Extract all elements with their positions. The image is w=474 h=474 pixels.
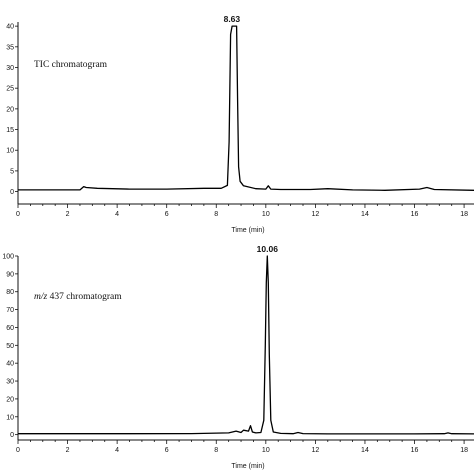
- tic-x-tick-label: 0: [16, 211, 20, 218]
- mz437-x-tick-label: 6: [165, 447, 169, 454]
- mz437-x-tick-label: 8: [214, 447, 218, 454]
- tic-x-tick-label: 4: [115, 211, 119, 218]
- mz437-x-tick-label: 14: [361, 447, 369, 454]
- mz437-x-tick-label: 12: [311, 447, 319, 454]
- tic-y-tick-label: 30: [6, 65, 14, 72]
- tic-x-tick-label: 18: [460, 211, 468, 218]
- mz437-y-tick-label: 20: [6, 396, 14, 403]
- tic-y-tick-label: 25: [6, 86, 14, 93]
- tic-y-tick-label: 20: [6, 106, 14, 113]
- mz437-series-line: [18, 255, 474, 435]
- tic-x-tick-label: 2: [66, 211, 70, 218]
- tic-y-tick-label: 40: [6, 24, 14, 31]
- tic-annotation: TIC chromatogram: [34, 60, 108, 70]
- mz437-y-tick-label: 100: [2, 254, 14, 261]
- mz437-x-tick-label: 10: [262, 447, 270, 454]
- tic-x-tick-label: 16: [411, 211, 419, 218]
- mz437-y-tick-label: 0: [10, 432, 14, 439]
- mz437-x-tick-label: 18: [460, 447, 468, 454]
- mz437-x-tick-label: 16: [411, 447, 419, 454]
- mz437-chromatogram-panel: m/z 437 chromatogram Time (min) 0 2 4 6 8 10 1…: [2, 244, 474, 470]
- tic-x-tick-label: 10: [262, 211, 270, 218]
- mz437-x-tick-label: 2: [66, 447, 70, 454]
- tic-series-line: [18, 25, 474, 191]
- tic-x-axis-title: Time (min): [231, 227, 264, 234]
- tic-y-tick-label: 0: [10, 189, 14, 196]
- tic-y-tick-label: 15: [6, 127, 14, 134]
- tic-x-tick-label: 6: [165, 211, 169, 218]
- tic-y-tick-label: 5: [10, 168, 14, 175]
- mz437-y-tick-label: 80: [6, 289, 14, 296]
- mz437-x-tick-label: 0: [16, 447, 20, 454]
- mz437-x-axis-title: Time (min): [231, 463, 264, 470]
- mz437-y-tick-label: 40: [6, 361, 14, 368]
- mz437-annotation-rest: 437 chromatogram: [47, 292, 122, 302]
- mz437-y-tick-label: 10: [6, 414, 14, 421]
- mz437-y-tick-label: 70: [6, 307, 14, 314]
- tic-x-tick-label: 12: [311, 211, 319, 218]
- mz437-y-tick-label: 60: [6, 325, 14, 332]
- mz437-annotation: m/z 437 chromatogram: [34, 292, 122, 302]
- mz437-annotation-italic: m/z: [34, 292, 48, 302]
- tic-chromatogram-panel: TIC chromatogram Time (min) 0 2 4 6 8 10 12 14 1…: [6, 14, 474, 234]
- mz437-y-tick-label: 90: [6, 271, 14, 278]
- tic-x-tick-label: 14: [361, 211, 369, 218]
- mz437-peak-label: 10.06: [257, 244, 279, 254]
- mz437-y-tick-label: 50: [6, 343, 14, 350]
- tic-x-tick-label: 8: [214, 211, 218, 218]
- tic-peak-label: 8.63: [224, 14, 241, 24]
- tic-y-tick-label: 10: [6, 148, 14, 155]
- mz437-y-tick-label: 30: [6, 379, 14, 386]
- mz437-x-tick-label: 4: [115, 447, 119, 454]
- tic-y-tick-label: 35: [6, 44, 14, 51]
